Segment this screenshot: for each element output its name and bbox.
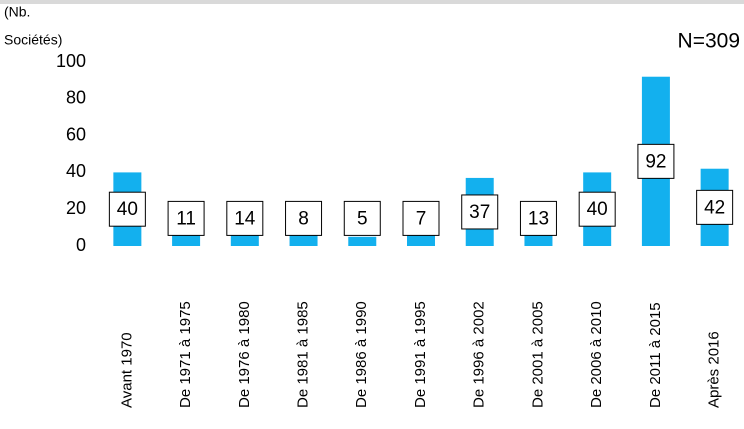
x-tick-label: De 1996 à 2002 [471, 301, 488, 408]
y-axis-label: (Nb. [4, 4, 30, 20]
value-label: 92 [645, 151, 666, 172]
top-border [0, 0, 744, 4]
y-axis-label: Sociétés) [4, 32, 62, 48]
x-tick-label: Après 2016 [706, 331, 723, 408]
value-label: 42 [704, 197, 725, 218]
bar [407, 233, 435, 246]
value-label-box [637, 143, 675, 179]
value-label-box [402, 200, 440, 236]
y-tick-label: 0 [76, 235, 86, 255]
y-tick-label: 40 [66, 161, 86, 181]
y-tick-label: 60 [66, 124, 86, 144]
y-tick-label: 80 [66, 88, 86, 108]
annotation: N=309 [678, 30, 740, 53]
y-tick-label: 100 [56, 51, 86, 71]
x-tick-label: De 2001 à 2005 [529, 301, 546, 408]
value-label-box [696, 189, 734, 225]
value-label-box [461, 194, 499, 230]
x-tick-label: De 2006 à 2010 [588, 301, 605, 408]
value-label: 14 [234, 208, 256, 229]
value-label: 37 [469, 202, 490, 223]
x-tick-label: De 1991 à 1995 [412, 301, 429, 408]
x-tick-label: De 1981 à 1985 [295, 301, 312, 408]
x-tick-label: De 2011 à 2015 [647, 302, 664, 408]
value-label: 7 [416, 208, 427, 229]
value-label: 11 [176, 208, 196, 229]
bar [348, 236, 377, 246]
value-label-box [285, 200, 323, 236]
y-tick-label: 20 [66, 198, 86, 218]
value-label: 13 [528, 208, 549, 229]
x-tick-label: De 1986 à 1990 [353, 301, 370, 408]
x-tick-label: De 1976 à 1980 [236, 301, 253, 408]
value-label: 40 [117, 199, 138, 220]
value-label-box [343, 200, 381, 236]
value-label-box [519, 200, 557, 236]
value-label: 5 [357, 208, 368, 229]
value-label: 40 [587, 199, 608, 220]
x-tick-label: Avant 1970 [118, 332, 135, 408]
value-label-box [167, 200, 205, 236]
x-tick-label: De 1971 à 1975 [177, 301, 194, 408]
value-label-box [578, 191, 616, 227]
value-label-box [226, 200, 264, 236]
value-label-box [108, 191, 146, 227]
value-label: 8 [298, 208, 309, 229]
